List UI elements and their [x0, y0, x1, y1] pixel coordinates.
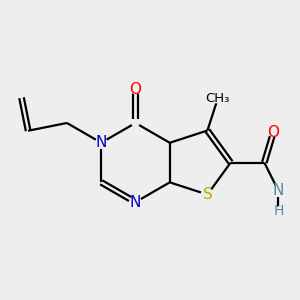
Ellipse shape — [273, 187, 284, 195]
Ellipse shape — [209, 94, 226, 103]
Text: O: O — [130, 82, 142, 97]
Text: H: H — [273, 204, 284, 218]
Text: O: O — [267, 125, 279, 140]
Text: N: N — [130, 195, 141, 210]
Text: N: N — [95, 135, 107, 150]
Ellipse shape — [96, 139, 106, 147]
Ellipse shape — [130, 198, 141, 206]
Ellipse shape — [201, 189, 214, 200]
Ellipse shape — [268, 128, 279, 136]
Text: CH₃: CH₃ — [206, 92, 230, 105]
Text: N: N — [273, 183, 284, 198]
Ellipse shape — [130, 85, 141, 94]
Text: S: S — [202, 187, 212, 202]
Ellipse shape — [274, 207, 283, 214]
